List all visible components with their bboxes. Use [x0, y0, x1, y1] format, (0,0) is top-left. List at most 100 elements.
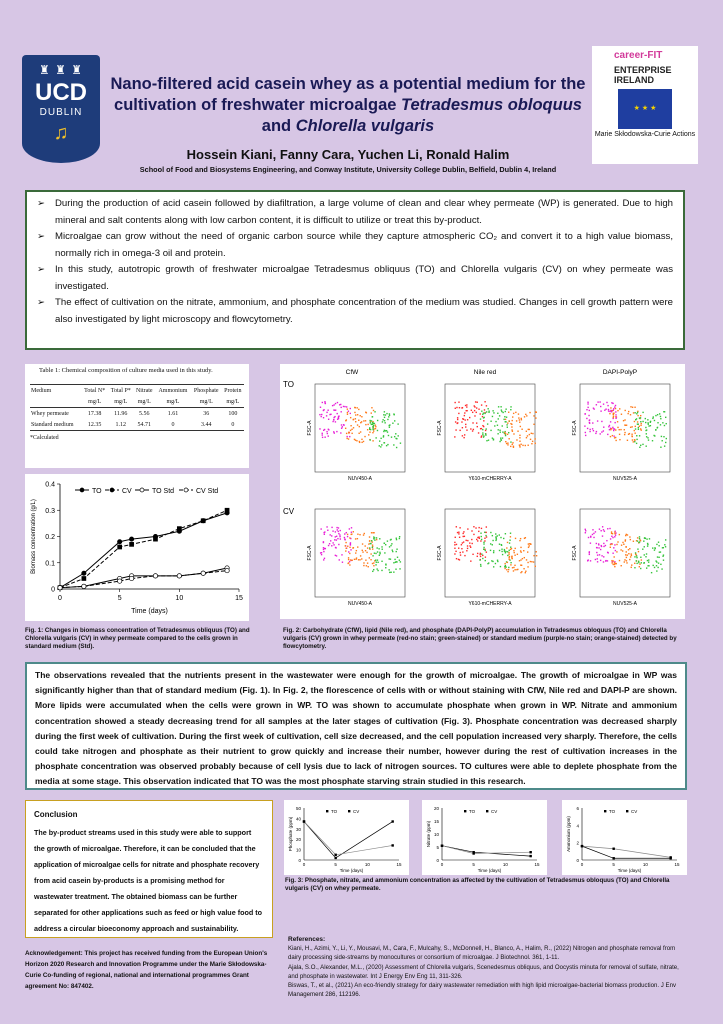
scatter-dot	[485, 531, 487, 534]
scatter-dot	[611, 543, 613, 545]
scatter-dot	[504, 434, 507, 437]
scatter-dot	[349, 546, 351, 549]
scatter-dot	[612, 409, 614, 411]
series-line-cv	[59, 509, 228, 589]
scatter-dot	[615, 417, 617, 420]
scatter-dot	[636, 413, 638, 415]
scatter-dot	[383, 420, 386, 422]
data-point	[391, 844, 394, 847]
scatter-dot	[502, 431, 504, 433]
mini-chart-bg	[284, 800, 409, 875]
scatter-dot	[337, 527, 340, 529]
scatter-dot	[355, 414, 357, 416]
scatter-dot	[469, 545, 471, 547]
scatter-dot	[586, 560, 589, 562]
scatter-dot	[634, 556, 636, 558]
scatter-dot	[471, 411, 474, 414]
scatter-dot	[466, 406, 468, 408]
y-tick-label: 0	[576, 858, 579, 863]
scatter-dot	[512, 446, 515, 448]
scatter-dot	[640, 424, 642, 427]
scatter-dot	[331, 535, 333, 537]
scatter-dot	[612, 552, 614, 554]
scatter-dot	[349, 416, 352, 419]
x-axis-label: Time (days)	[618, 868, 642, 873]
scatter-dot	[505, 421, 507, 423]
scatter-dot	[652, 416, 654, 418]
scatter-dot	[588, 551, 591, 553]
scatter-dot	[479, 555, 482, 558]
scatter-dot	[347, 562, 349, 565]
y-tick-label: 6	[576, 806, 579, 811]
y-tick-label: 0.4	[45, 482, 55, 489]
scatter-dot	[394, 558, 396, 561]
scatter-dot	[394, 420, 396, 422]
scatter-dot	[475, 422, 478, 424]
scatter-dot	[591, 428, 594, 430]
scatter-dot	[354, 439, 357, 441]
column-title: DAPI-PolyP	[603, 369, 637, 376]
scatter-dot	[663, 411, 666, 413]
scatter-dot	[607, 410, 610, 412]
scatter-dot	[458, 536, 461, 538]
scatter-dot	[609, 527, 611, 530]
scatter-dot	[484, 559, 486, 562]
scatter-dot	[396, 561, 398, 563]
scatter-dot	[599, 401, 601, 403]
scatter-dot	[332, 530, 334, 532]
scatter-dot	[645, 421, 647, 424]
scatter-dot	[358, 419, 360, 421]
scatter-dot	[628, 432, 631, 435]
scatter-dot	[369, 419, 371, 422]
scatter-dot	[614, 407, 617, 410]
scatter-dot	[608, 426, 610, 428]
x-tick-label: 0	[303, 862, 306, 867]
scatter-dot	[630, 406, 632, 408]
scatter-dot	[533, 423, 535, 425]
scatter-dot	[613, 562, 616, 564]
scatter-dot	[535, 417, 537, 419]
scatter-dot	[611, 427, 613, 430]
scatter-dot	[464, 554, 466, 557]
x-axis-label: NUV450-A	[348, 476, 373, 482]
scatter-dot	[480, 540, 482, 542]
scatter-dot	[521, 557, 524, 560]
scatter-dot	[347, 545, 349, 547]
scatter-dot	[609, 543, 612, 546]
scatter-dot	[378, 548, 380, 550]
scatter-dot	[460, 544, 463, 546]
scatter-dot	[466, 429, 468, 431]
scatter-dot	[658, 551, 661, 553]
scatter-dot	[514, 569, 516, 571]
scatter-dot	[322, 548, 325, 551]
scatter-dot	[336, 412, 338, 415]
scatter-dot	[343, 536, 346, 539]
scatter-dot	[376, 429, 379, 432]
scatter-dot	[371, 407, 373, 409]
y-axis-label: FSC-A	[572, 545, 578, 561]
scatter-dot	[346, 533, 349, 536]
scatter-dot	[607, 408, 610, 411]
scatter-dot	[372, 420, 374, 423]
scatter-dot	[371, 562, 374, 565]
scatter-dot	[472, 428, 475, 431]
scatter-dot	[506, 547, 508, 549]
scatter-dot	[495, 420, 497, 423]
scatter-dot	[614, 530, 616, 532]
scatter-dot	[345, 406, 348, 408]
scatter-dot	[639, 446, 641, 448]
scatter-dot	[653, 419, 656, 422]
scatter-dot	[633, 429, 635, 432]
scatter-dot	[631, 406, 634, 408]
scatter-dot	[342, 405, 345, 408]
scatter-dot	[503, 537, 505, 540]
scatter-dot	[454, 536, 456, 539]
intro-bullet: In this study, autotropic growth of fres…	[37, 262, 673, 295]
scatter-dot	[662, 554, 665, 556]
scatter-dot	[365, 412, 368, 414]
scatter-dot	[344, 545, 347, 547]
x-tick-label: 0	[441, 862, 444, 867]
scatter-dot	[365, 559, 367, 561]
scatter-dot	[603, 542, 605, 545]
scatter-dot	[511, 419, 513, 422]
